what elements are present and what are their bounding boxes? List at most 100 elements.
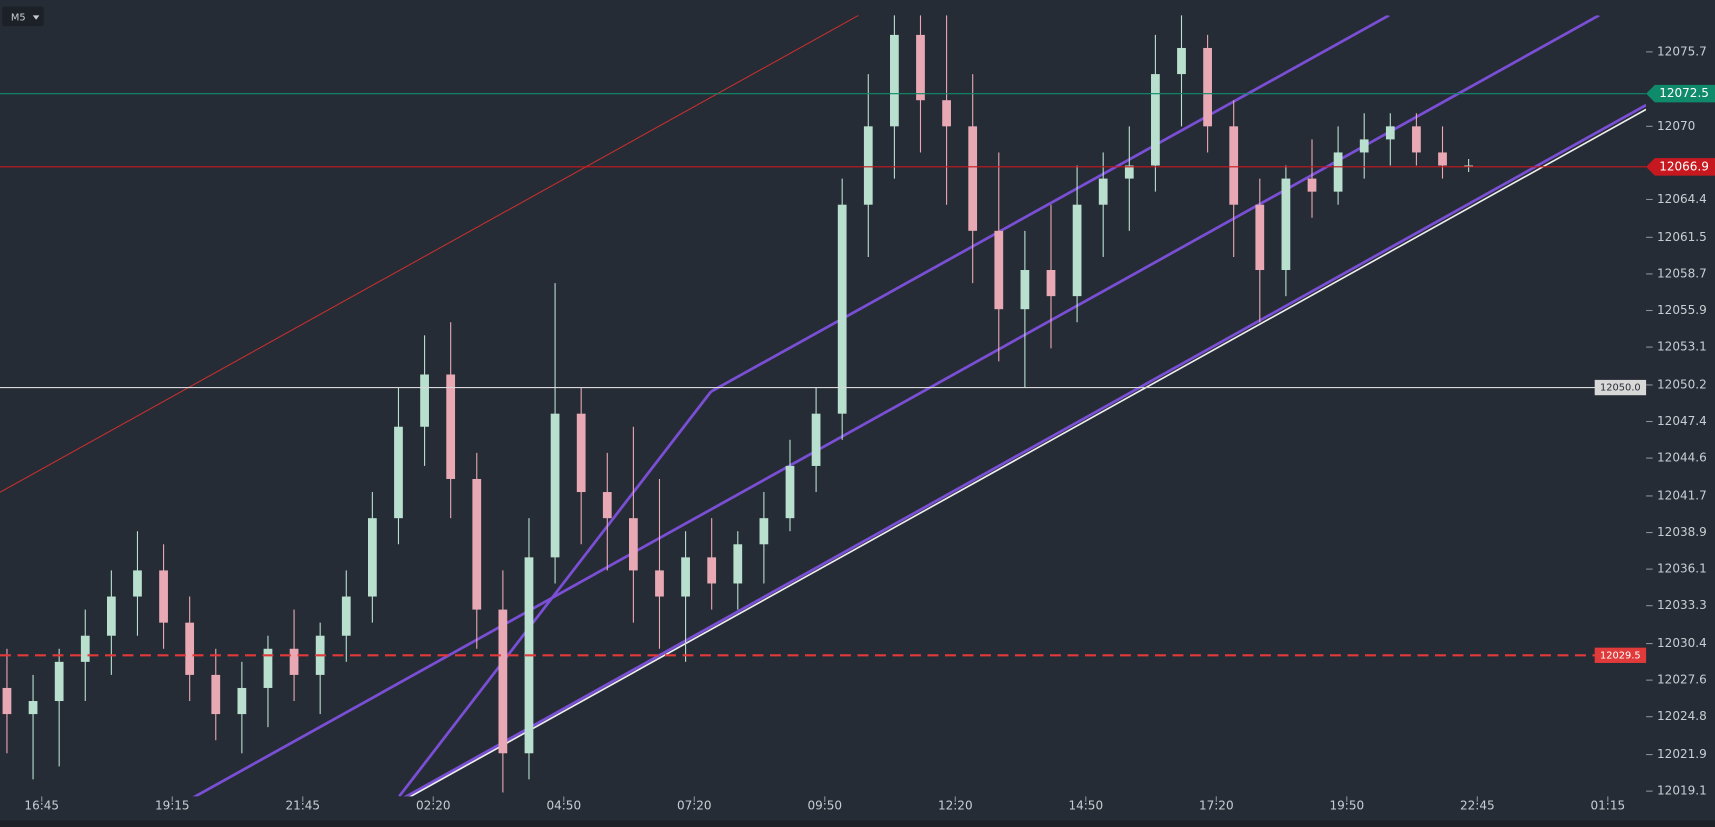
candle-body (837, 204, 847, 414)
candle-body (211, 674, 221, 715)
candle-body (1124, 165, 1134, 179)
x-tick-label: 14:50 (1068, 799, 1103, 813)
candle-body (994, 230, 1004, 310)
candle-body (263, 648, 273, 688)
candle-body (446, 374, 456, 479)
candle-body (394, 426, 403, 519)
candle-body (968, 126, 978, 231)
y-tick-label: 12038.9 (1657, 525, 1707, 539)
candle-body (237, 687, 247, 715)
price-tag (1646, 84, 1715, 103)
candle-body (498, 609, 508, 754)
x-tick-label: 19:50 (1329, 799, 1364, 813)
candle-body (707, 557, 717, 584)
candle-body (890, 34, 899, 127)
y-tick-label: 12058.7 (1657, 266, 1707, 280)
candle-body (1385, 126, 1395, 140)
candle-body (1020, 270, 1030, 310)
candle-body (1151, 74, 1160, 166)
y-tick-label: 12053.1 (1657, 340, 1707, 354)
x-tick-label: 21:45 (285, 799, 320, 813)
y-tick-label: 12044.6 (1657, 451, 1707, 465)
candle-body (1412, 126, 1421, 153)
y-tick-label: 12075.7 (1657, 44, 1707, 58)
candle-body (863, 126, 873, 205)
price-tag (1646, 158, 1715, 176)
y-tick-label: 12030.4 (1657, 636, 1707, 650)
y-tick-label: 12061.5 (1657, 230, 1707, 244)
y-tick-label: 12050.2 (1657, 377, 1707, 391)
candle-body (550, 413, 560, 558)
x-tick-label: 12:20 (938, 799, 973, 813)
candle-body (681, 557, 690, 597)
y-tick-label: 12024.8 (1657, 709, 1707, 723)
price-tag-label: 12050.0 (1600, 383, 1641, 394)
candle-body (942, 100, 951, 127)
candle-body (1359, 139, 1369, 153)
x-tick-label: 02:20 (416, 799, 451, 813)
candle-body (472, 478, 482, 610)
y-tick-label: 12070 (1657, 119, 1695, 133)
dropdown-arrow (32, 15, 40, 20)
candle-body (1307, 178, 1317, 192)
candle-body (420, 374, 429, 427)
candle-body (1255, 204, 1265, 271)
x-tick-label: 19:15 (155, 799, 190, 813)
candle-body (785, 465, 795, 519)
candle-body (1281, 178, 1291, 271)
y-tick-label: 12064.4 (1657, 192, 1707, 206)
channel-line (398, 390, 713, 797)
candle-body (1046, 270, 1056, 297)
candle-body (159, 570, 168, 623)
candle-body (655, 570, 664, 597)
y-tick-label: 12027.6 (1657, 673, 1707, 687)
candle-body (1438, 152, 1447, 166)
candle-body (629, 518, 638, 571)
price-tag-label: 12029.5 (1600, 650, 1641, 661)
y-tick-label: 12021.9 (1657, 747, 1707, 761)
x-tick-label: 04:50 (546, 799, 581, 813)
candle-body (341, 596, 351, 636)
candle-body (133, 570, 142, 597)
channel-line (403, 103, 1647, 797)
y-tick-label: 12041.7 (1657, 488, 1707, 502)
price-tag-label: 12066.9 (1659, 159, 1709, 173)
candle-body (811, 413, 821, 466)
candle-body (289, 648, 299, 675)
y-tick-label: 12055.9 (1657, 303, 1707, 317)
y-tick-label: 12036.1 (1657, 562, 1707, 576)
timeframe-label[interactable]: M5 (11, 13, 26, 24)
candle-body (1177, 47, 1186, 75)
candle-body (367, 518, 377, 597)
x-tick-label: 22:45 (1460, 799, 1495, 813)
price-tag (1594, 379, 1647, 396)
x-tick-label: 09:50 (807, 799, 842, 813)
candle-body (2, 687, 12, 715)
y-tick-label: 12033.3 (1657, 598, 1707, 612)
candle-body (576, 413, 586, 493)
candle-body (1072, 204, 1082, 297)
candle-body (185, 622, 195, 675)
x-tick-label: 17:20 (1199, 799, 1234, 813)
candle-body (1229, 126, 1239, 205)
bottom-strip (0, 820, 1715, 827)
candle-body (916, 34, 925, 101)
trend-line (0, 15, 859, 493)
candles (2, 15, 1473, 793)
x-tick-label: 07:20 (677, 799, 712, 813)
y-tick-label: 12019.1 (1657, 784, 1707, 798)
candle-body (733, 544, 743, 584)
candle-body (28, 701, 38, 715)
candle-body (106, 596, 116, 636)
candle-body (602, 492, 612, 519)
price-tag (1594, 647, 1647, 663)
candle-body (1203, 47, 1212, 127)
timeframe-button[interactable]: M5 (2, 6, 44, 27)
channel-line (710, 15, 1390, 393)
y-tick-label: 12047.4 (1657, 414, 1707, 428)
candle-body (1098, 178, 1108, 205)
x-tick-label: 16:45 (24, 799, 59, 813)
candle-body (759, 518, 769, 545)
price-tag-label: 12072.5 (1659, 86, 1709, 100)
